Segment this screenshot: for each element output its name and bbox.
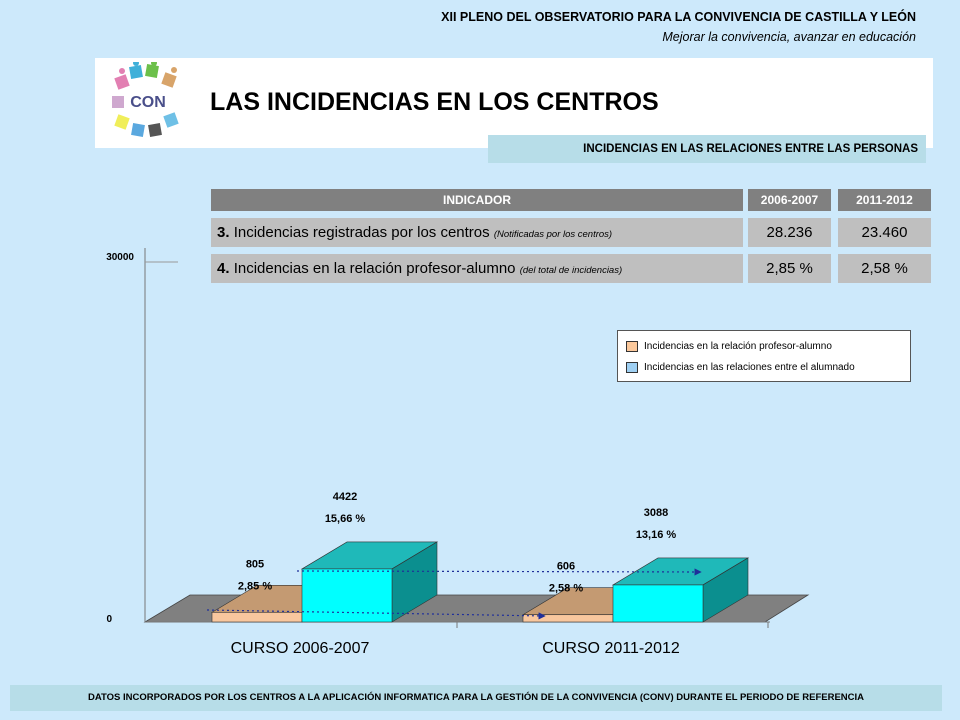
table-row-label: 3. Incidencias registradas por los centr… [211,218,743,247]
trend-arrow [206,609,546,620]
legend-swatch [626,341,638,352]
title-box [95,58,933,148]
x-tick-label: CURSO 2006-2007 [231,640,370,657]
footer-note: DATOS INCORPORADOS POR LOS CENTROS A LA … [10,685,942,711]
legend-item: Incidencias en la relación profesor-alum… [626,341,832,352]
percent-label: 15,66 % [325,513,366,525]
table-header-2011: 2011-2012 [838,189,931,211]
table-row-label: 4. Incidencias en la relación profesor-a… [211,254,743,283]
y-tick-label: 30000 [106,252,134,263]
trend-arrow [296,568,702,576]
percent-label: 2,85 % [238,580,272,592]
bar [301,568,393,623]
page-title: LAS INCIDENCIAS EN LOS CENTROS [210,88,659,116]
chart-legend: Incidencias en la relación profesor-alum… [617,330,911,382]
table-cell-value: 28.236 [748,218,831,247]
data-label: 4422 [333,491,357,503]
table-header-indicador: INDICADOR [211,189,743,211]
table-header-2006: 2006-2007 [748,189,831,211]
event-title: XII PLENO DEL OBSERVATORIO PARA LA CONVI… [441,10,916,24]
percent-label: 2,58 % [549,583,583,595]
table-cell-value: 2,85 % [748,254,831,283]
bar [612,584,704,623]
table-cell-value: 2,58 % [838,254,931,283]
svg-text:CON: CON [130,94,166,111]
x-tick-label: CURSO 2011-2012 [542,640,680,657]
y-tick-label: 0 [106,614,112,625]
bar [522,614,614,623]
conv-logo-icon: CON [112,62,179,137]
event-tagline: Mejorar la convivencia, avanzar en educa… [662,30,916,44]
table-cell-value: 23.460 [838,218,931,247]
bar [211,612,303,623]
data-label: 3088 [644,507,668,519]
section-subtitle: INCIDENCIAS EN LAS RELACIONES ENTRE LAS … [488,135,926,163]
legend-item: Incidencias en las relaciones entre el a… [626,362,855,373]
legend-swatch [626,362,638,373]
data-label: 606 [557,561,575,573]
percent-label: 13,16 % [636,529,677,541]
data-label: 805 [246,558,264,570]
